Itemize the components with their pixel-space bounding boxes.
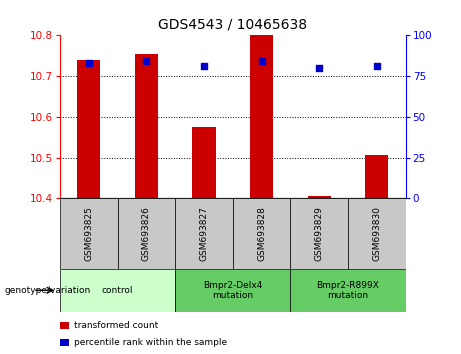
Bar [175,269,290,312]
Bar [365,155,388,198]
Bar [193,127,216,198]
Text: GSM693829: GSM693829 [315,206,324,261]
Point [85,60,92,66]
Bar [233,198,290,269]
Bar [118,198,175,269]
Bar [60,339,69,346]
Text: genotype/variation: genotype/variation [5,286,91,295]
Bar [60,322,69,329]
Bar [348,198,406,269]
Bar [60,269,175,312]
Point [315,65,323,71]
Text: GSM693828: GSM693828 [257,206,266,261]
Text: control: control [102,286,133,295]
Point [142,59,150,64]
Text: transformed count: transformed count [74,321,158,330]
Bar [135,54,158,198]
Text: percentile rank within the sample: percentile rank within the sample [74,338,227,347]
Bar [60,198,118,269]
Point [373,63,381,69]
Bar [175,198,233,269]
Text: GSM693830: GSM693830 [372,206,381,261]
Bar [290,198,348,269]
Title: GDS4543 / 10465638: GDS4543 / 10465638 [158,17,307,32]
Text: GSM693825: GSM693825 [84,206,93,261]
Text: Bmpr2-Delx4
mutation: Bmpr2-Delx4 mutation [203,281,262,300]
Bar [308,196,331,198]
Point [200,63,207,69]
Bar [77,60,100,198]
Bar [250,35,273,198]
Text: Bmpr2-R899X
mutation: Bmpr2-R899X mutation [317,281,379,300]
Bar [290,269,406,312]
Point [258,59,266,64]
Text: GSM693826: GSM693826 [142,206,151,261]
Text: GSM693827: GSM693827 [200,206,208,261]
